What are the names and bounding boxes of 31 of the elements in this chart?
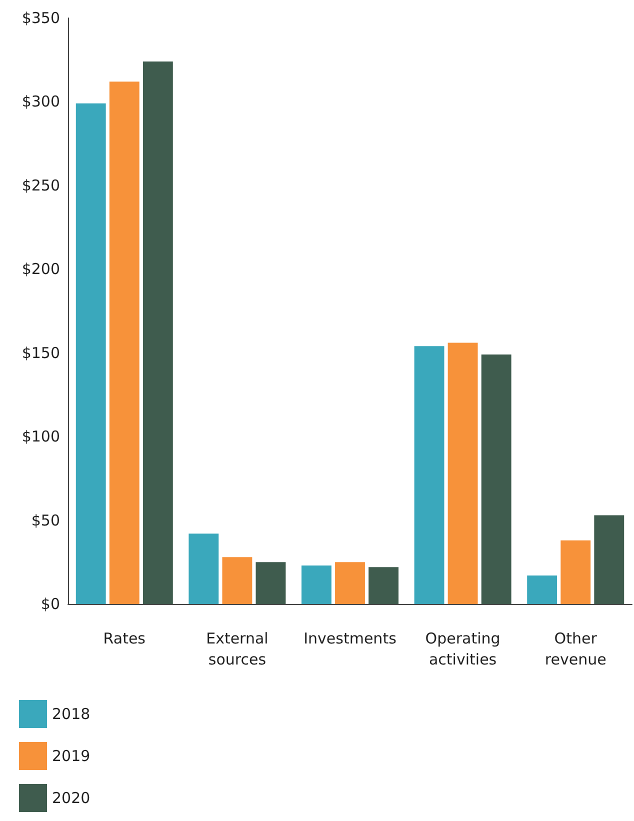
bar bbox=[527, 576, 558, 604]
bar bbox=[188, 534, 219, 604]
y-tick-label: $150 bbox=[22, 344, 60, 362]
bar bbox=[222, 557, 252, 604]
bar bbox=[594, 515, 624, 604]
x-tick-label: Operating activities bbox=[425, 630, 500, 668]
y-tick-label: $50 bbox=[31, 511, 60, 530]
legend-label: 2018 bbox=[52, 705, 90, 723]
legend-label: 2019 bbox=[52, 747, 90, 765]
y-tick-label: $0 bbox=[40, 595, 60, 613]
legend-label: 2020 bbox=[52, 789, 90, 807]
bar bbox=[448, 342, 478, 604]
bar bbox=[109, 82, 140, 604]
y-tick-label: $200 bbox=[22, 260, 60, 278]
bar bbox=[368, 567, 399, 604]
y-tick-label: $350 bbox=[22, 9, 60, 27]
bar bbox=[560, 540, 591, 604]
bar bbox=[142, 62, 173, 604]
bar bbox=[335, 562, 365, 604]
bar bbox=[414, 346, 444, 604]
y-tick-label: $100 bbox=[22, 428, 60, 446]
y-tick-label: $300 bbox=[22, 92, 60, 111]
y-tick-label: $250 bbox=[22, 176, 60, 194]
x-tick-label: Other revenue bbox=[544, 630, 606, 668]
x-tick-label: Investments bbox=[304, 630, 397, 648]
x-tick-label: Rates bbox=[103, 630, 146, 648]
bar bbox=[301, 565, 332, 604]
x-tick-label: External sources bbox=[206, 630, 268, 668]
bar bbox=[256, 562, 286, 604]
bar bbox=[481, 354, 512, 604]
bar bbox=[76, 103, 106, 604]
